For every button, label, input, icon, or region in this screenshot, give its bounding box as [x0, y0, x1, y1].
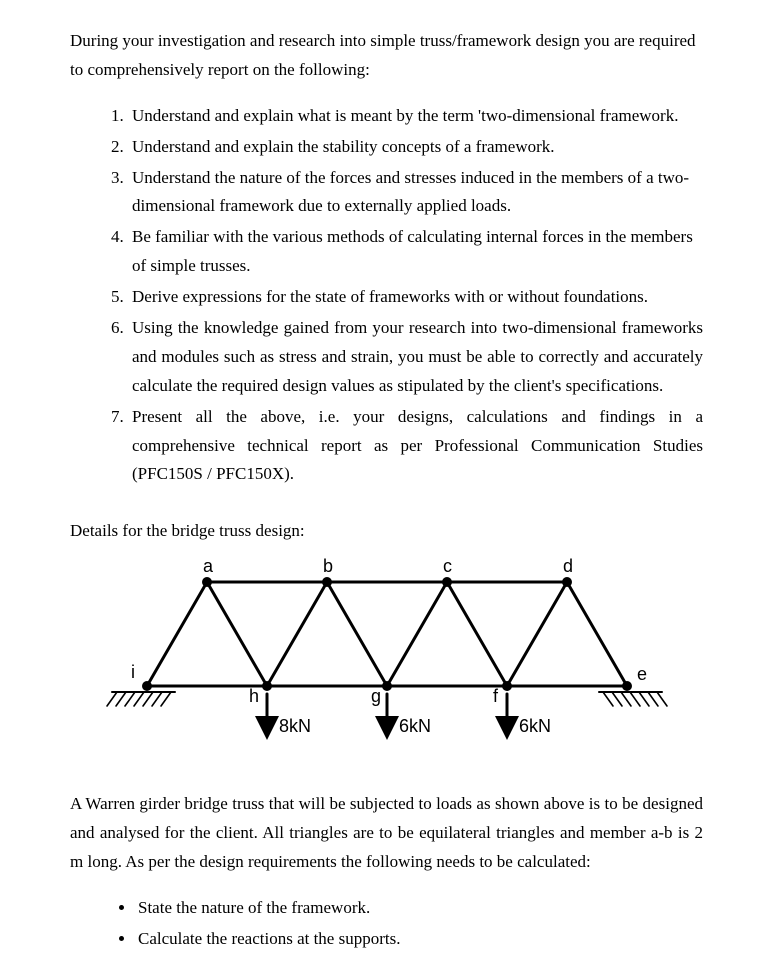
svg-text:a: a: [203, 556, 214, 576]
svg-text:g: g: [371, 686, 381, 706]
bullet-item: State the nature of the framework.: [136, 894, 703, 923]
list-item: Understand and explain what is meant by …: [128, 102, 703, 131]
list-item: Be familiar with the various methods of …: [128, 223, 703, 281]
bullet-item: Calculate the reactions at the supports.: [136, 925, 703, 954]
requirements-list: Understand and explain what is meant by …: [70, 102, 703, 490]
svg-text:b: b: [323, 556, 333, 576]
list-item: Understand and explain the stability con…: [128, 133, 703, 162]
svg-text:d: d: [563, 556, 573, 576]
details-heading: Details for the bridge truss design:: [70, 517, 703, 546]
svg-text:i: i: [131, 662, 135, 682]
intro-paragraph: During your investigation and research i…: [70, 27, 703, 85]
svg-text:6kN: 6kN: [519, 716, 551, 736]
svg-text:f: f: [493, 686, 499, 706]
truss-diagram: a b c d i h g f e 8kN 6kN 6kN: [77, 552, 697, 762]
svg-text:h: h: [249, 686, 259, 706]
calc-bullets: State the nature of the framework. Calcu…: [70, 894, 703, 954]
description-paragraph: A Warren girder bridge truss that will b…: [70, 790, 703, 877]
svg-text:c: c: [443, 556, 452, 576]
list-item: Derive expressions for the state of fram…: [128, 283, 703, 312]
list-item: Using the knowledge gained from your res…: [128, 314, 703, 401]
truss-figure: a b c d i h g f e 8kN 6kN 6kN: [70, 552, 703, 772]
svg-text:6kN: 6kN: [399, 716, 431, 736]
svg-text:8kN: 8kN: [279, 716, 311, 736]
svg-text:e: e: [637, 664, 647, 684]
list-item: Understand the nature of the forces and …: [128, 164, 703, 222]
list-item: Present all the above, i.e. your designs…: [128, 403, 703, 490]
